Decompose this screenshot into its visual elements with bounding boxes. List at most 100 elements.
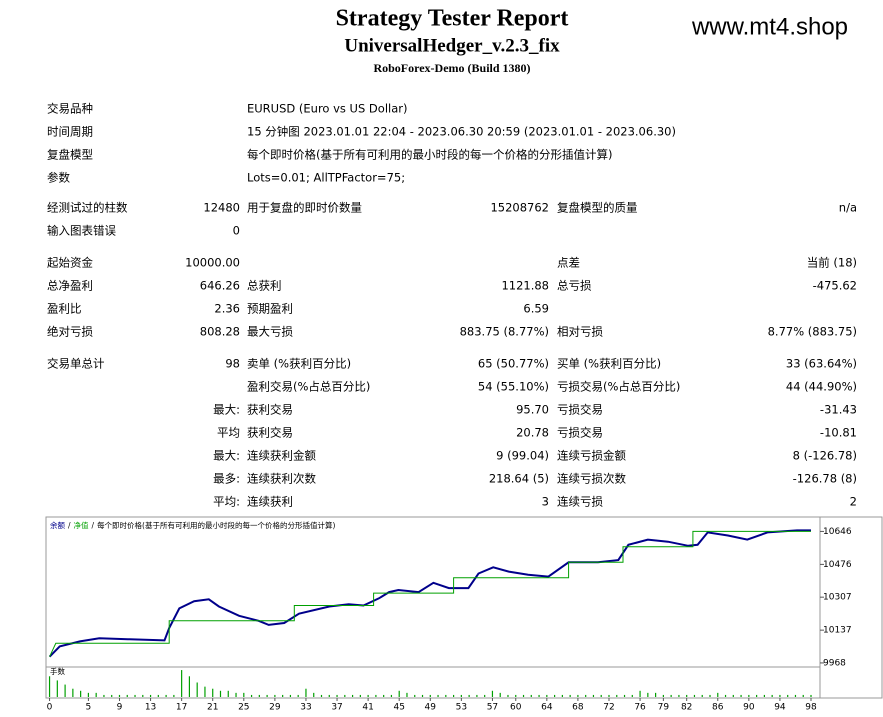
x-tick-label: 37	[331, 703, 342, 713]
table-cell: 2.36	[214, 302, 240, 316]
y-tick-label: 9968	[823, 658, 846, 668]
table-cell: 交易品种	[47, 102, 93, 116]
table-cell: 8 (-126.78)	[793, 449, 857, 463]
y-tick-label: 10137	[823, 626, 852, 636]
table-cell: 最大亏损	[247, 325, 293, 339]
table-cell: 6.59	[523, 302, 549, 316]
x-tick-label: 90	[743, 703, 755, 713]
x-tick-label: 45	[393, 703, 404, 713]
table-cell: 连续亏损金额	[557, 449, 626, 463]
x-tick-label: 25	[238, 703, 249, 713]
table-cell: EURUSD (Euro vs US Dollar)	[247, 102, 407, 116]
table-cell: 3	[542, 495, 549, 509]
table-cell: 883.75 (8.77%)	[460, 325, 549, 339]
x-tick-label: 49	[425, 703, 437, 713]
table-cell: -10.81	[820, 426, 857, 440]
table-cell: 参数	[47, 171, 70, 185]
table-cell: 输入图表错误	[47, 224, 116, 238]
table-cell: 总亏损	[557, 279, 592, 293]
x-tick-label: 17	[176, 703, 187, 713]
x-tick-label: 64	[541, 703, 553, 713]
table-cell: 亏损交易(%占总百分比)	[557, 380, 680, 394]
table-cell: 平均	[217, 426, 240, 440]
x-tick-label: 33	[300, 703, 311, 713]
table-cell: Lots=0.01; AllTPFactor=75;	[247, 171, 405, 185]
x-tick-label: 79	[658, 703, 670, 713]
table-cell: 卖单 (%获利百分比)	[247, 357, 351, 371]
table-cell: 相对亏损	[557, 325, 603, 339]
table-cell: 连续获利	[247, 495, 293, 509]
legend-item: /	[68, 521, 71, 530]
table-cell: 最大:	[213, 403, 240, 417]
table-cell: 98	[225, 357, 240, 371]
table-cell: 15 分钟图 2023.01.01 22:04 - 2023.06.30 20:…	[247, 125, 676, 139]
table-cell: 亏损交易	[557, 403, 603, 417]
table-cell: 2	[850, 495, 857, 509]
x-tick-label: 68	[572, 703, 584, 713]
table-cell: 连续亏损次数	[557, 472, 626, 486]
watermark: www.mt4.shop	[691, 13, 848, 40]
table-cell: 盈利交易(%占总百分比)	[247, 380, 370, 394]
x-tick-label: 29	[269, 703, 281, 713]
legend-item: 净值	[74, 520, 89, 530]
legend-item: 余额	[50, 520, 65, 530]
table-cell: 点差	[557, 256, 580, 270]
table-cell: 连续获利次数	[247, 472, 316, 486]
table-cell: 12480	[203, 201, 240, 215]
table-cell: 0	[233, 224, 240, 238]
table-cell: 65 (50.77%)	[478, 357, 549, 371]
table-cell: 总净盈利	[47, 279, 93, 293]
report-subtitle: UniversalHedger_v.2.3_fix	[344, 35, 560, 56]
table-cell: 9 (99.04)	[496, 449, 549, 463]
x-tick-label: 5	[86, 703, 92, 713]
table-cell: 预期盈利	[247, 302, 293, 316]
table-cell: 1121.88	[501, 279, 549, 293]
x-tick-label: 0	[47, 703, 53, 713]
x-tick-label: 13	[145, 703, 156, 713]
table-cell: 33 (63.64%)	[786, 357, 857, 371]
table-cell: n/a	[839, 201, 857, 215]
table-cell: 平均:	[213, 495, 240, 509]
x-tick-label: 98	[805, 703, 817, 713]
x-tick-label: 94	[774, 703, 786, 713]
table-cell: 最大:	[213, 449, 240, 463]
table-cell: 亏损交易	[557, 426, 603, 440]
chart-frame	[45, 516, 883, 699]
x-tick-label: 60	[510, 703, 522, 713]
table-cell: 808.28	[200, 325, 240, 339]
report-title: Strategy Tester Report	[336, 6, 569, 32]
table-cell: -475.62	[813, 279, 857, 293]
legend-item: /	[92, 521, 95, 530]
x-tick-label: 53	[456, 703, 467, 713]
volume-label: 手数	[50, 666, 65, 676]
table-cell: 最多:	[213, 472, 240, 486]
x-tick-label: 82	[681, 703, 692, 713]
table-cell: 时间周期	[47, 125, 93, 139]
table-cell: 复盘模型	[47, 148, 93, 162]
table-cell: -126.78 (8)	[793, 472, 857, 486]
server: RoboForex-Demo (Build 1380)	[373, 61, 530, 75]
table-cell: 每个即时价格(基于所有可利用的最小时段的每一个价格的分形插值计算)	[247, 148, 612, 162]
table-cell: 646.26	[200, 279, 240, 293]
table-cell: 买单 (%获利百分比)	[557, 357, 661, 371]
table-cell: 交易单总计	[47, 357, 105, 371]
table-cell: 获利交易	[247, 403, 293, 417]
table-cell: 54 (55.10%)	[478, 380, 549, 394]
x-tick-label: 72	[603, 703, 614, 713]
x-tick-label: 41	[362, 703, 373, 713]
y-tick-label: 10307	[823, 593, 852, 603]
table-cell: 起始资金	[47, 256, 93, 270]
table-cell: 连续获利金额	[247, 449, 316, 463]
y-tick-label: 10476	[823, 560, 852, 570]
table-cell: 盈利比	[47, 302, 82, 316]
table-cell: 连续亏损	[557, 495, 603, 509]
x-tick-label: 86	[712, 703, 724, 713]
table-cell: 95.70	[516, 403, 549, 417]
table-cell: 获利交易	[247, 426, 293, 440]
table-cell: 20.78	[516, 426, 549, 440]
table-cell: 当前 (18)	[807, 256, 857, 270]
x-tick-label: 9	[117, 703, 123, 713]
table-cell: 10000.00	[185, 256, 240, 270]
table-cell: 15208762	[490, 201, 549, 215]
